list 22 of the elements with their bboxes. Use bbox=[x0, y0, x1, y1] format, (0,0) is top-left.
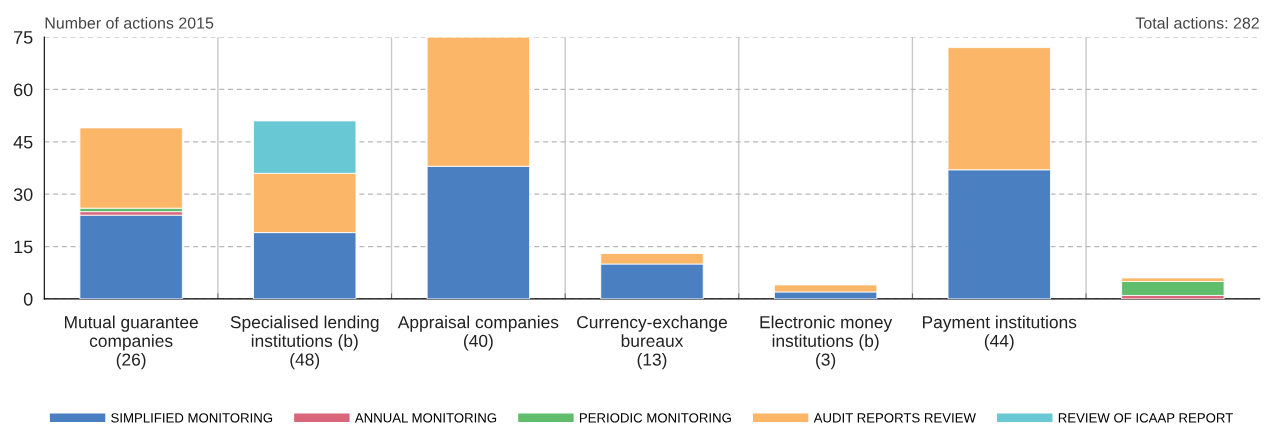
x-tick-label: Specialised lending institutions (b) (48) bbox=[230, 315, 379, 370]
legend-label: REVIEW OF ICAAP REPORT bbox=[1058, 413, 1233, 423]
x-tick-label: Electronic money institutions (b) (3) bbox=[760, 315, 893, 370]
chart-title: Number of actions 2015 bbox=[45, 17, 214, 29]
text: Total actions: 282 bbox=[1135, 17, 1259, 29]
bar bbox=[79, 214, 183, 299]
y-tick-label: 60 bbox=[14, 83, 33, 97]
legend-label: PERIODIC MONITORING bbox=[579, 413, 731, 423]
legend-label: SIMPLIFIED MONITORING bbox=[111, 413, 273, 423]
y-tick-label: 45 bbox=[13, 135, 33, 149]
y-tick-label: 30 bbox=[13, 188, 33, 201]
bar bbox=[1121, 281, 1225, 296]
y-tick-label: 0 bbox=[23, 292, 33, 306]
x-tick-label: Payment institutions (44) bbox=[922, 315, 1077, 351]
legend-label: ANNUAL MONITORING bbox=[354, 413, 497, 423]
x-tick-label: Mutual guarantee companies (26) bbox=[64, 315, 198, 370]
y-tick-label: 75 bbox=[14, 31, 33, 44]
bar bbox=[79, 127, 183, 209]
x-tick-label: Appraisal companies (40) bbox=[397, 315, 559, 351]
x-tick-label: Currency-exchange bureaux (13) bbox=[577, 315, 727, 370]
y-tick-label: 15 bbox=[14, 240, 33, 254]
legend-label: AUDIT REPORTS REVIEW bbox=[813, 413, 976, 423]
